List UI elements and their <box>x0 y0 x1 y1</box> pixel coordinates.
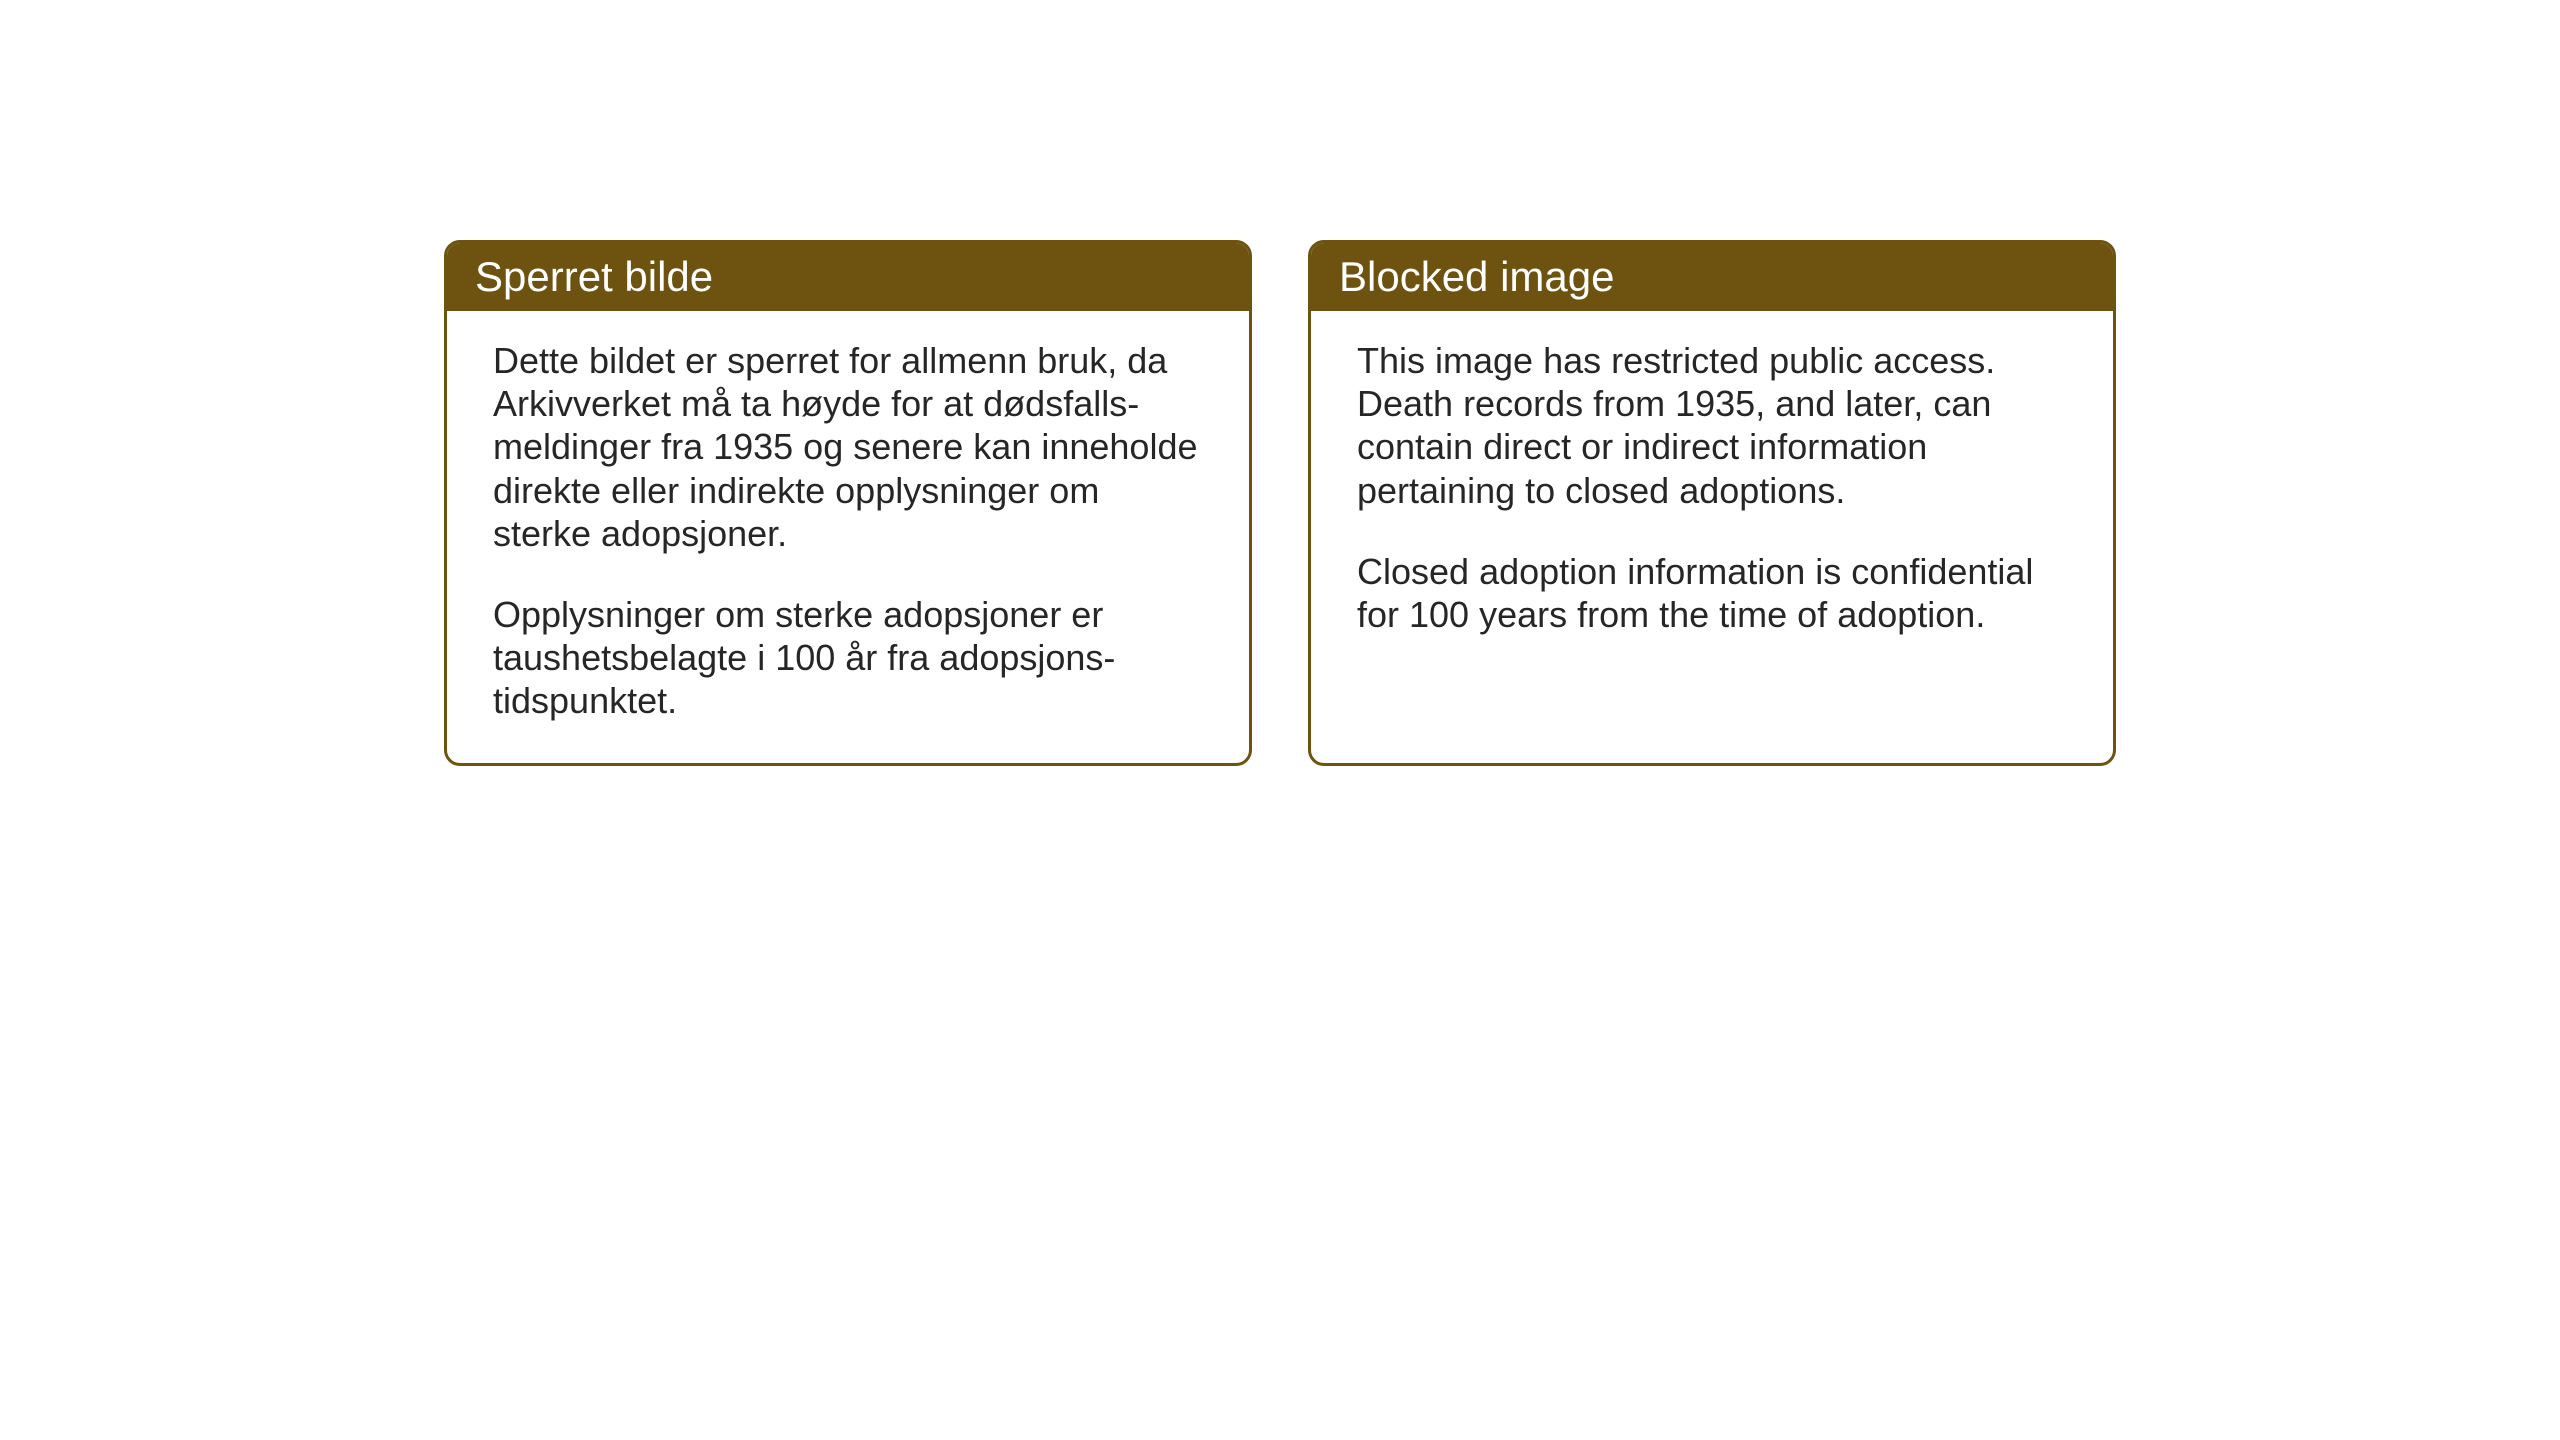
norwegian-paragraph-1: Dette bildet er sperret for allmenn bruk… <box>493 339 1203 555</box>
english-card-body: This image has restricted public access.… <box>1311 311 2113 717</box>
norwegian-notice-card: Sperret bilde Dette bildet er sperret fo… <box>444 240 1252 766</box>
english-notice-card: Blocked image This image has restricted … <box>1308 240 2116 766</box>
norwegian-card-header: Sperret bilde <box>447 243 1249 311</box>
english-paragraph-2: Closed adoption information is confident… <box>1357 550 2067 636</box>
english-paragraph-1: This image has restricted public access.… <box>1357 339 2067 512</box>
english-card-header: Blocked image <box>1311 243 2113 311</box>
english-card-title: Blocked image <box>1339 253 1614 300</box>
norwegian-card-body: Dette bildet er sperret for allmenn bruk… <box>447 311 1249 763</box>
norwegian-card-title: Sperret bilde <box>475 253 713 300</box>
notice-container: Sperret bilde Dette bildet er sperret fo… <box>444 240 2116 766</box>
norwegian-paragraph-2: Opplysninger om sterke adopsjoner er tau… <box>493 593 1203 723</box>
